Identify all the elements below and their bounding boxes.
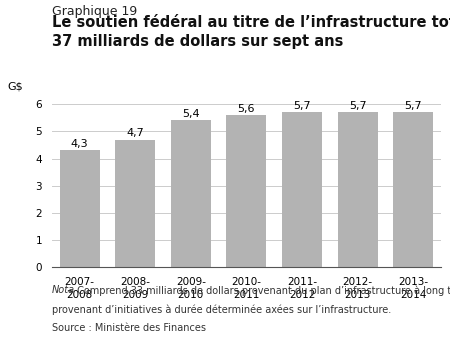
Text: – Comprend 33 milliards de dollars provenant du plan d’infrastructure à long ter: – Comprend 33 milliards de dollars prove… [66, 285, 450, 296]
Text: 5,4: 5,4 [182, 109, 200, 119]
Text: Nota: Nota [52, 285, 75, 295]
Bar [115, 140, 155, 267]
Bar [393, 112, 433, 267]
Bar [59, 150, 99, 267]
Bar [171, 121, 211, 267]
Bar [226, 115, 266, 267]
Text: Source : Ministère des Finances: Source : Ministère des Finances [52, 323, 206, 333]
Text: 5,7: 5,7 [349, 101, 366, 111]
Text: 5,6: 5,6 [238, 104, 255, 114]
Text: provenant d’initiatives à durée déterminée axées sur l’infrastructure.: provenant d’initiatives à durée détermin… [52, 304, 391, 314]
Text: 5,7: 5,7 [293, 101, 311, 111]
Text: G$: G$ [7, 81, 22, 91]
Text: Graphique 19: Graphique 19 [52, 5, 137, 18]
Bar [338, 112, 378, 267]
Text: 4,3: 4,3 [71, 139, 88, 149]
Text: 4,7: 4,7 [126, 129, 144, 139]
Text: 5,7: 5,7 [405, 101, 422, 111]
Text: Le soutien fédéral au titre de l’infrastructure totalisera
37 milliards de dolla: Le soutien fédéral au titre de l’infrast… [52, 15, 450, 49]
Bar [282, 112, 322, 267]
